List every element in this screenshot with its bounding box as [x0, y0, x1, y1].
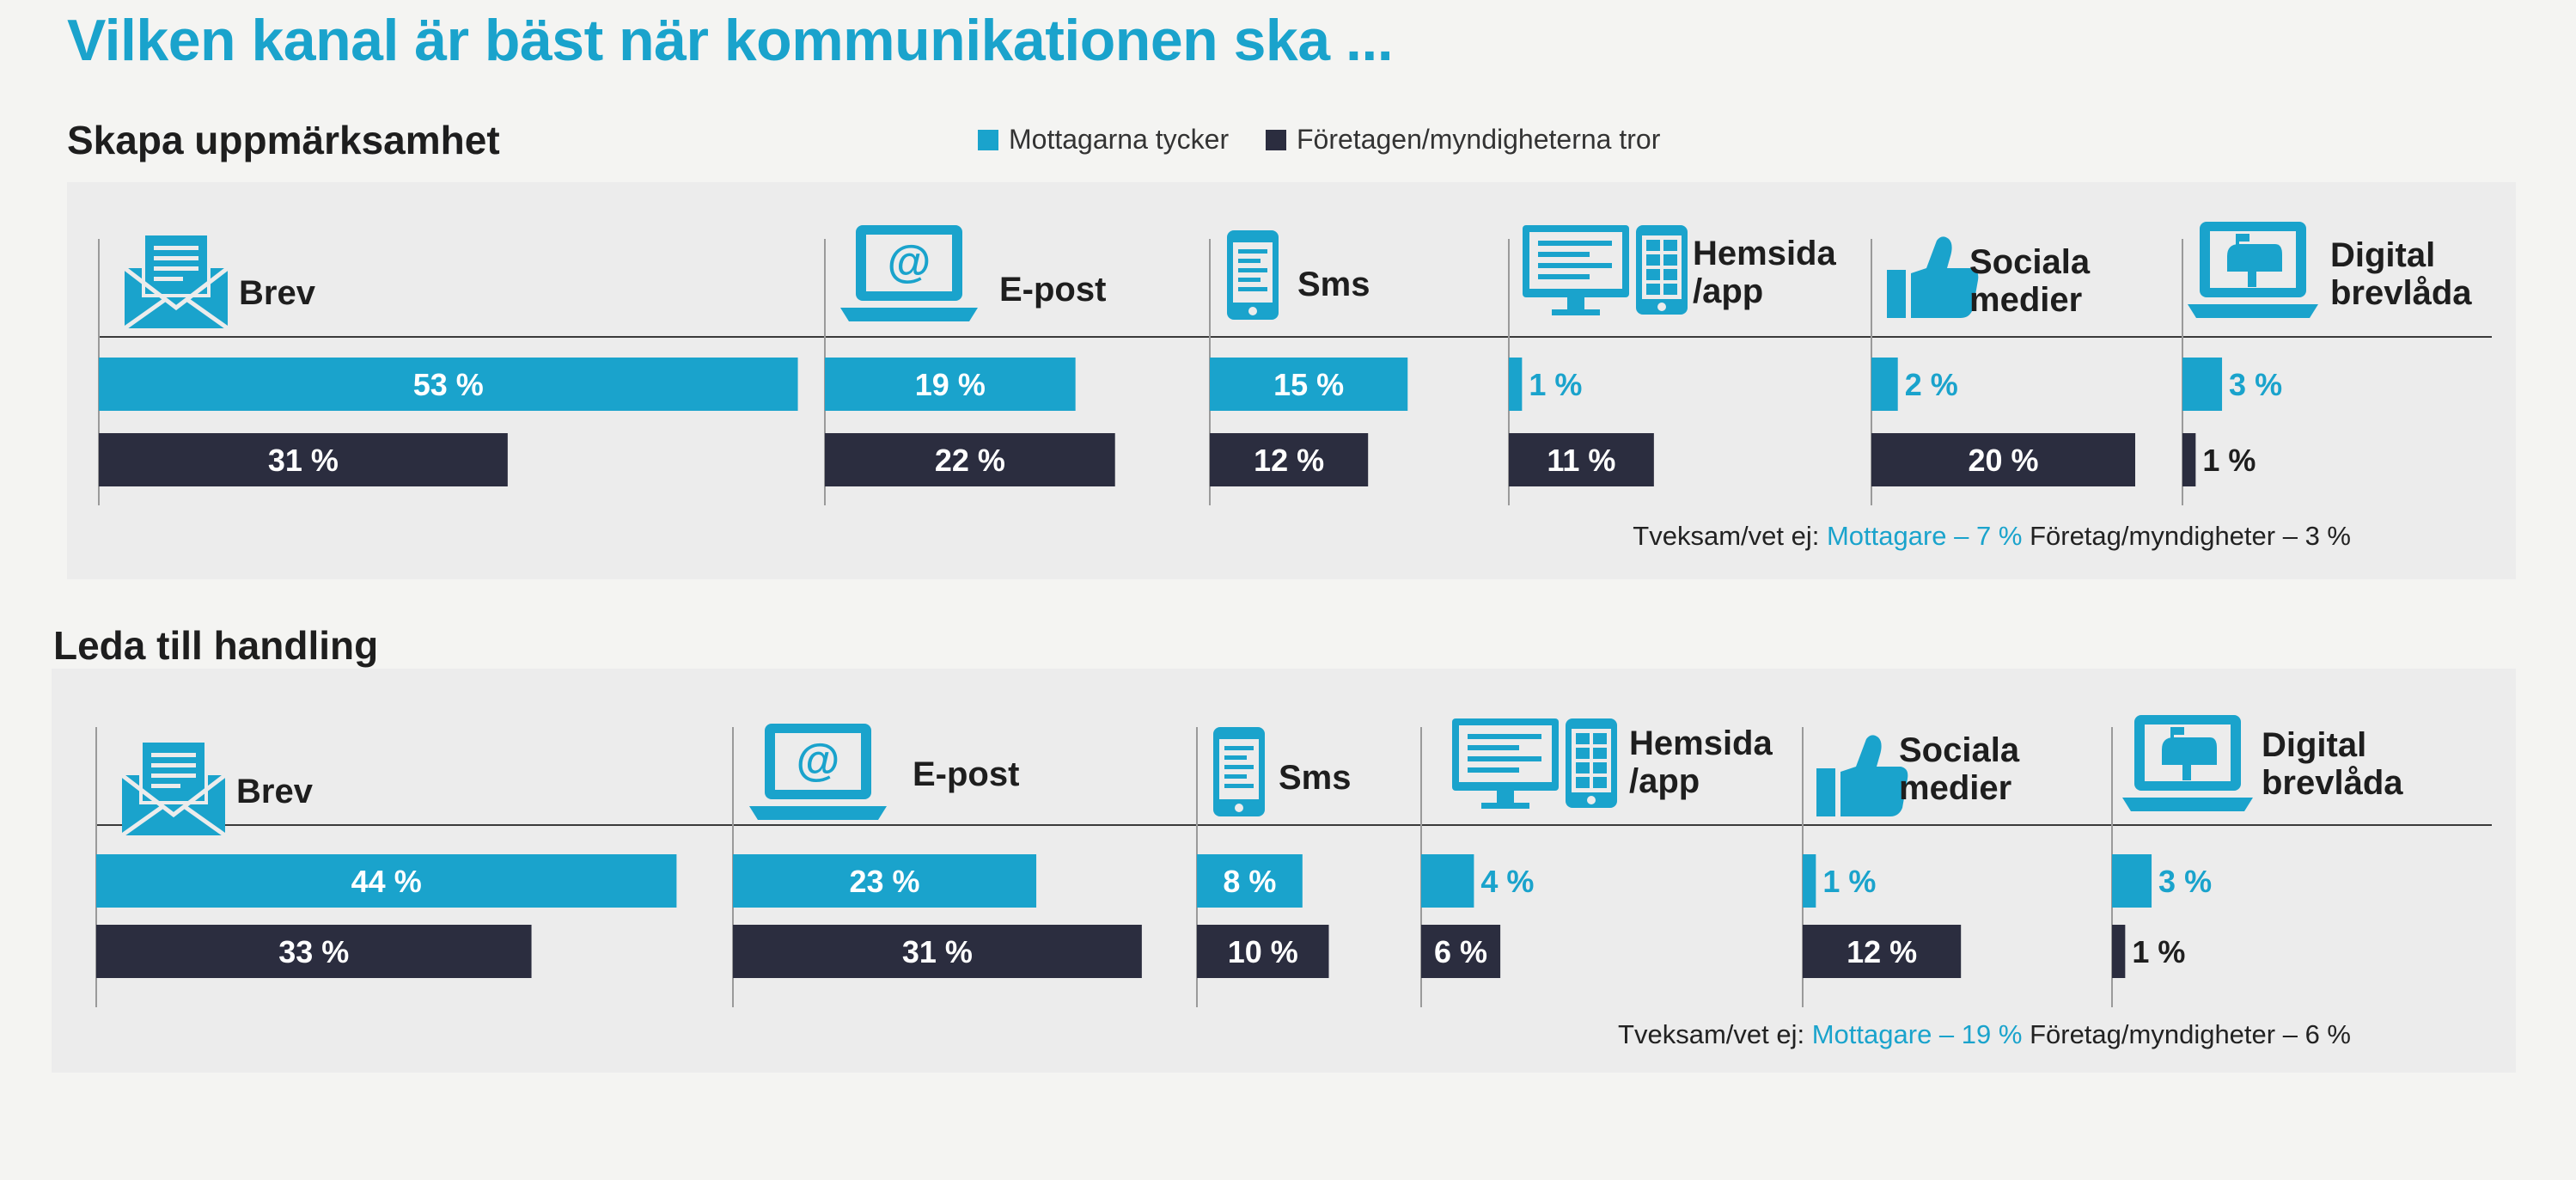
data-label: 3 % — [2158, 864, 2212, 899]
section-title-1: Skapa uppmärksamhet — [67, 118, 500, 162]
category-label: Hemsida/app — [1693, 235, 1836, 310]
bar-companies — [1803, 925, 1962, 978]
thumbs-up-icon — [1816, 735, 1908, 816]
laptop-email-icon: @ — [749, 724, 887, 820]
data-label: 8 % — [1223, 864, 1276, 899]
category-label: E-post — [999, 271, 1106, 309]
laptop-mailbox-icon — [2188, 222, 2318, 318]
bar-companies — [2182, 433, 2196, 486]
bar-receivers — [825, 358, 1076, 411]
envelope-icon — [120, 739, 227, 838]
data-label: 31 % — [902, 934, 973, 969]
category-label: Sms — [1297, 266, 1370, 303]
data-label: 3 % — [2229, 367, 2282, 402]
bar-receivers — [96, 854, 677, 908]
note-prefix-2: Tveksam/vet ej: — [1618, 1019, 1805, 1049]
data-label: 1 % — [1529, 367, 1582, 402]
data-label: 2 % — [1905, 367, 1958, 402]
data-label: 1 % — [2132, 934, 2185, 969]
bar-companies — [1421, 925, 1501, 978]
note-companies-2: Företag/myndigheter – 6 % — [2030, 1019, 2351, 1049]
note-section-2: Tveksam/vet ej: Mottagare – 19 % Företag… — [1618, 1019, 2351, 1050]
bar-receivers — [2182, 358, 2223, 411]
chart-section-1: Brev 53 % 31 % @ E-post 19 % 22 % Sms 15 % 12 % He… — [98, 222, 2492, 505]
data-label: 1 % — [1822, 864, 1876, 899]
bar-companies — [1509, 433, 1654, 486]
data-label: 22 % — [935, 443, 1005, 478]
legend-label-companies: Företagen/myndigheterna tror — [1297, 124, 1661, 155]
bar-receivers — [2112, 854, 2152, 908]
data-label: 12 % — [1847, 934, 1917, 969]
bar-companies — [1210, 433, 1369, 486]
bar-companies — [99, 433, 508, 486]
data-label: 19 % — [915, 367, 986, 402]
data-label: 20 % — [1968, 443, 2038, 478]
bar-companies — [1197, 925, 1329, 978]
bar-companies — [825, 433, 1115, 486]
bar-companies — [2112, 925, 2126, 978]
bar-companies — [733, 925, 1142, 978]
bar-receivers — [1421, 854, 1474, 908]
data-label: 53 % — [413, 367, 484, 402]
thumbs-up-icon — [1887, 236, 1979, 318]
phone-icon — [1227, 230, 1279, 320]
note-companies-1: Företag/myndigheter – 3 % — [2030, 521, 2351, 551]
bar-receivers — [1871, 358, 1898, 411]
legend-label-receivers: Mottagarna tycker — [1009, 124, 1230, 155]
legend-swatch-receivers — [978, 129, 998, 150]
note-prefix-1: Tveksam/vet ej: — [1633, 521, 1820, 551]
data-label: 1 % — [2202, 443, 2256, 478]
legend-swatch-companies — [1266, 129, 1286, 150]
phone-icon — [1213, 727, 1265, 816]
section-title-2: Leda till handling — [53, 623, 379, 668]
legend-item-companies: Företagen/myndigheterna tror — [1266, 124, 1660, 156]
note-section-1: Tveksam/vet ej: Mottagare – 7 % Företag/… — [1633, 521, 2351, 552]
bar-receivers — [1210, 358, 1408, 411]
category-label: Digital brevlåda — [2330, 236, 2472, 312]
bar-companies — [96, 925, 532, 978]
laptop-mailbox-icon — [2122, 715, 2253, 811]
svg-text:@: @ — [797, 736, 840, 786]
data-label: 15 % — [1273, 367, 1344, 402]
chart-section-2: Brev 44 %33 % @ E-post 23 % 31 % Sms 8 % 10 % Hem… — [95, 715, 2492, 1007]
data-label: 12 % — [1254, 443, 1324, 478]
data-label: 4 % — [1480, 864, 1534, 899]
legend: Mottagarna tycker Företagen/myndighetern… — [978, 124, 1689, 157]
data-label: 6 % — [1434, 934, 1487, 969]
data-label: 33 % — [278, 934, 349, 969]
note-receivers-1: Mottagare – 7 % — [1826, 521, 2023, 551]
data-label: 11 % — [1547, 443, 1615, 478]
category-label: Brev — [236, 773, 314, 810]
page-title: Vilken kanal är bäst när kommunikationen… — [67, 8, 1394, 73]
envelope-icon — [123, 232, 229, 331]
legend-item-receivers: Mottagarna tycker — [978, 124, 1229, 156]
bar-receivers — [99, 358, 798, 411]
category-label: Hemsida/app — [1629, 725, 1773, 800]
bar-receivers — [733, 854, 1037, 908]
bar-receivers — [1509, 358, 1523, 411]
desktop-tablet-icon — [1523, 225, 1688, 315]
category-label: Sms — [1279, 759, 1352, 797]
data-label: 44 % — [351, 864, 422, 899]
bar-receivers — [1803, 854, 1816, 908]
svg-text:@: @ — [888, 237, 931, 287]
data-label: 10 % — [1228, 934, 1298, 969]
desktop-tablet-icon — [1452, 718, 1617, 809]
bar-receivers — [1197, 854, 1303, 908]
category-label: Sociala medier — [1969, 243, 2091, 319]
category-label: Brev — [239, 274, 316, 312]
note-receivers-2: Mottagare – 19 % — [1811, 1019, 2023, 1049]
laptop-email-icon: @ — [840, 225, 978, 321]
category-label: Sociala medier — [1899, 731, 2020, 807]
data-label: 23 % — [849, 864, 919, 899]
bar-companies — [1871, 433, 2135, 486]
category-label: Digital brevlåda — [2262, 726, 2403, 802]
category-label: E-post — [913, 755, 1019, 793]
data-label: 31 % — [268, 443, 339, 478]
